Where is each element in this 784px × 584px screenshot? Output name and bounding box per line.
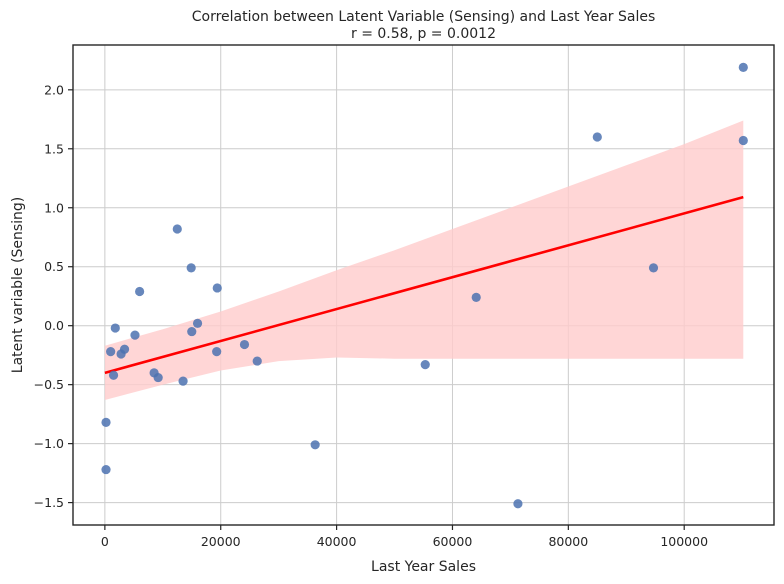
data-point	[153, 372, 163, 383]
y-tick-label: −1.0	[34, 436, 64, 451]
data-point	[471, 292, 481, 302]
data-point	[513, 499, 523, 509]
chart-title: Correlation between Latent Variable (Sen…	[192, 9, 656, 25]
data-point	[186, 263, 196, 273]
data-point	[310, 440, 320, 450]
data-point	[130, 330, 140, 340]
data-point	[108, 370, 119, 380]
chart-subtitle: r = 0.58, p = 0.0012	[351, 26, 496, 42]
y-tick-label: −0.5	[34, 377, 64, 392]
y-tick-label: 1.5	[44, 141, 64, 156]
x-tick-label: 60000	[433, 534, 473, 549]
data-point	[119, 344, 130, 354]
data-point	[187, 326, 197, 337]
data-point	[101, 417, 111, 427]
data-point	[738, 135, 748, 146]
data-points	[101, 62, 748, 509]
data-point	[212, 283, 222, 293]
y-tick-label: 0.5	[44, 259, 64, 274]
data-point	[135, 286, 145, 297]
confidence-band	[104, 120, 744, 400]
data-point	[172, 224, 182, 234]
data-point	[101, 464, 111, 475]
y-tick-label: 2.0	[44, 82, 64, 97]
y-tick-label: 0.0	[44, 318, 64, 333]
data-point	[110, 323, 120, 333]
data-point	[648, 263, 659, 273]
data-point	[106, 347, 116, 357]
data-point	[239, 339, 250, 350]
y-tick-label: 1.0	[44, 200, 64, 215]
regression-line	[104, 195, 744, 375]
x-tick-label: 20000	[201, 534, 241, 549]
data-point	[592, 132, 602, 142]
plot-frame	[72, 44, 775, 526]
x-tick-label: 0	[101, 534, 109, 549]
y-axis-label: Latent variable (Sensing)	[10, 197, 26, 373]
data-point	[420, 360, 430, 370]
data-point	[252, 356, 262, 366]
x-tick-label: 40000	[317, 534, 357, 549]
axis-ticks: 0 20000 40000 60000 80000 100000 −1.5 −1.0 −0.5 0…	[34, 82, 708, 549]
x-tick-label: 80000	[548, 534, 588, 549]
data-point	[192, 318, 203, 328]
x-tick-label: 100000	[660, 534, 708, 549]
data-point	[212, 347, 222, 357]
y-tick-label: −1.5	[34, 495, 64, 510]
data-point	[178, 376, 188, 386]
x-axis-label: Last Year Sales	[371, 559, 476, 575]
data-point	[738, 62, 748, 73]
